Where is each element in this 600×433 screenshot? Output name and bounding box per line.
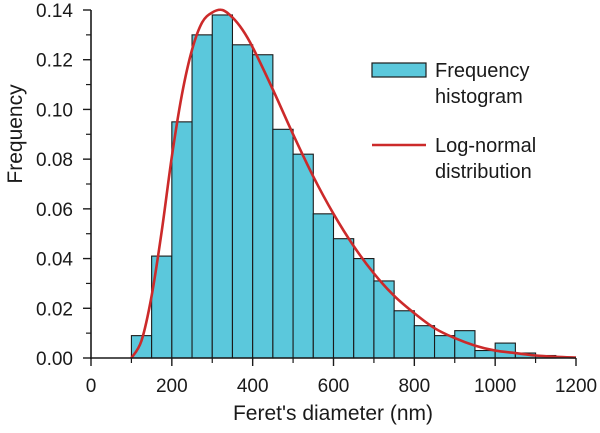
- x-axis-label: Feret's diameter (nm): [233, 402, 433, 425]
- legend-histogram-label-line1: Frequency: [435, 60, 530, 82]
- y-tick-label: 0.14: [36, 1, 73, 22]
- histogram-bar: [171, 121, 193, 359]
- y-tick-label: 0.12: [36, 51, 73, 72]
- legend-line-label-line2: distribution: [435, 161, 532, 183]
- histogram-bar: [433, 335, 456, 359]
- x-tick-label: 200: [156, 376, 188, 397]
- histogram-bar: [252, 54, 274, 359]
- y-tick-label: 0.04: [36, 250, 73, 271]
- histogram-bar: [393, 310, 415, 359]
- histogram-bar: [312, 213, 335, 359]
- legend: Frequency histogram Log-normal distribut…: [371, 60, 536, 183]
- y-tick-label: 0.06: [36, 200, 73, 221]
- histogram-bar: [211, 14, 234, 359]
- histogram-bar: [332, 238, 355, 359]
- legend-histogram-swatch: [371, 62, 427, 78]
- histogram-bar: [413, 325, 436, 359]
- histogram-bar: [292, 153, 314, 359]
- histogram-bar: [231, 44, 254, 359]
- x-tick-label: 600: [318, 376, 350, 397]
- x-tick-label: 0: [86, 376, 97, 397]
- x-tick-label: 400: [237, 376, 269, 397]
- ticks: 0 200 400 600 800 1000 1200 0.00 0.02 0.04 0.06 0.0…: [36, 1, 597, 397]
- histogram-bar: [272, 128, 294, 359]
- histogram-bars: [130, 14, 557, 359]
- y-tick-label: 0.08: [36, 150, 73, 171]
- histogram-bar: [353, 258, 375, 359]
- legend-line-label-line1: Log-normal: [435, 135, 536, 157]
- histogram-bar: [474, 349, 496, 359]
- y-tick-label: 0.00: [36, 349, 73, 370]
- histogram-bar: [191, 34, 213, 359]
- legend-histogram-label-line2: histogram: [435, 86, 523, 108]
- log-normal-curve: [130, 8, 577, 359]
- x-tick-label: 1000: [474, 376, 516, 397]
- x-tick-label: 800: [398, 376, 430, 397]
- y-tick-label: 0.02: [36, 299, 73, 320]
- x-tick-label: 1200: [555, 376, 597, 397]
- y-tick-label: 0.10: [36, 100, 73, 121]
- y-axis-label: Frequency: [4, 84, 27, 184]
